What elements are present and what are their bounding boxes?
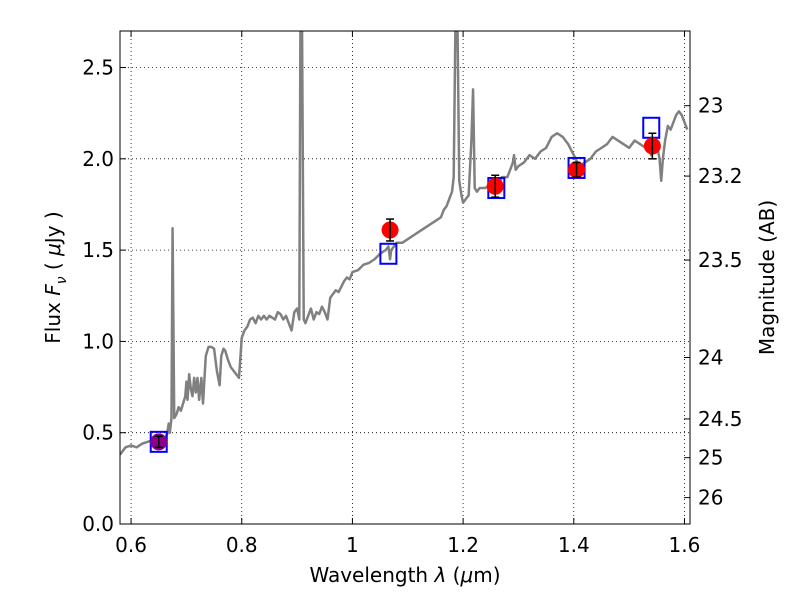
right-tick-label: 24 xyxy=(698,345,723,369)
right-tick-label: 23.5 xyxy=(698,248,743,272)
data-point xyxy=(486,174,504,198)
right-tick-label: 24.5 xyxy=(698,407,743,431)
x-tick-label: 1 xyxy=(346,533,359,557)
x-tick-label: 1.2 xyxy=(447,533,479,557)
y-tick-label: 0.5 xyxy=(82,421,114,445)
y-tick-label: 2.5 xyxy=(82,56,114,80)
data-point xyxy=(150,433,168,451)
plot-frame xyxy=(119,30,691,525)
x-tick-label: 0.6 xyxy=(115,533,147,557)
y-tick-label: 1.5 xyxy=(82,238,114,262)
x-tick-label: 1.4 xyxy=(558,533,590,557)
data-point xyxy=(568,161,586,179)
model-photometry-marker xyxy=(379,242,398,265)
right-y-axis-label: Magnitude (AB) xyxy=(755,200,779,355)
y-tick-label: 0.0 xyxy=(82,512,114,536)
spectrum-line xyxy=(120,31,689,456)
plot-area xyxy=(120,31,689,456)
x-axis-label: Wavelength λ (μm) xyxy=(309,563,500,587)
grid-lines xyxy=(120,31,690,524)
model-photometry-marker xyxy=(642,116,661,139)
y-tick-label: 1.0 xyxy=(82,329,114,353)
x-tick-label: 0.8 xyxy=(226,533,258,557)
data-point xyxy=(643,132,661,160)
right-tick-label: 25 xyxy=(698,446,723,470)
right-tick-label: 26 xyxy=(698,486,723,510)
right-tick-label: 23 xyxy=(698,94,723,118)
data-point xyxy=(381,218,399,242)
axis-ticks: 0.6 0.8 1 1.2 1.4 1.6 0.0 0.5 1.0 1.5 2.0 2.5 23 23.2… xyxy=(82,31,743,557)
y-axis-label: Flux Fν ( μJy ) xyxy=(41,211,70,343)
right-tick-label: 23.2 xyxy=(698,164,743,188)
y-tick-label: 2.0 xyxy=(82,147,114,171)
x-tick-label: 1.6 xyxy=(669,533,701,557)
